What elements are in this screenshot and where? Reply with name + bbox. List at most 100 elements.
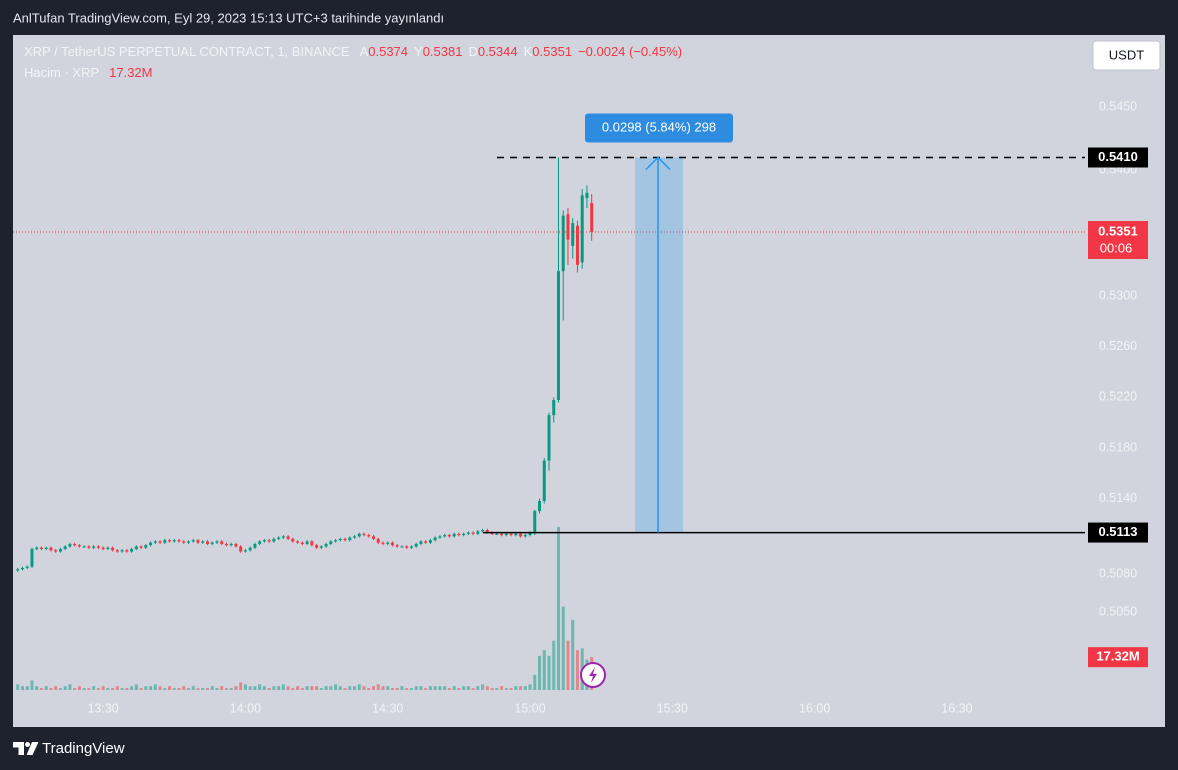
volume-bar: [144, 686, 148, 690]
candle-body: [395, 545, 399, 547]
entry-axis-label: 0.5113: [1098, 524, 1137, 539]
ohlc-letter: K: [524, 44, 533, 59]
candle-body: [172, 540, 176, 542]
volume-bar: [191, 686, 195, 690]
candle-body: [277, 537, 281, 539]
volume-axis-box: [1088, 647, 1148, 668]
volume-bar: [447, 688, 451, 690]
legend-row: Hacim · XRP 17.32M: [24, 65, 153, 80]
volume-axis-label: 17.32M: [1096, 649, 1139, 664]
volume-bar: [414, 686, 418, 690]
volume-bar: [210, 686, 214, 690]
candle-body: [224, 543, 228, 546]
volume-bar: [533, 674, 537, 690]
volume-bar: [471, 688, 475, 690]
candle-body: [476, 531, 480, 534]
volume-bar: [262, 686, 266, 690]
candle-body: [538, 500, 542, 512]
candle-body: [187, 541, 191, 543]
candle-body: [182, 541, 186, 543]
candle-body: [571, 223, 575, 246]
volume-bar: [30, 680, 34, 690]
volume-bar: [125, 688, 129, 690]
x-tick-label: 16:30: [941, 701, 972, 715]
candle-body: [447, 535, 451, 537]
candle-body: [424, 541, 428, 543]
ohlc-value: 0.5344: [478, 44, 518, 59]
candle-body: [229, 543, 233, 546]
volume-bar: [371, 686, 375, 690]
candle-body: [452, 533, 456, 537]
candle-body: [390, 542, 394, 546]
volume-bar: [49, 688, 53, 690]
volume-bar: [248, 686, 252, 690]
volume-bar: [220, 686, 224, 690]
current-price-box: [1088, 221, 1148, 260]
volume-bar: [68, 684, 72, 690]
volume-bar: [134, 684, 138, 690]
volume-bar: [196, 688, 200, 690]
candle-body: [381, 542, 385, 544]
candle-body: [376, 538, 380, 543]
candle-body: [243, 550, 247, 552]
candle-body: [115, 550, 119, 552]
candle-body: [334, 540, 338, 542]
candle-body: [68, 543, 72, 547]
candle-body: [409, 546, 413, 548]
y-tick-label: 0.5140: [1099, 491, 1137, 505]
candle-body: [130, 548, 134, 552]
candle-body: [253, 543, 257, 548]
volume-bar: [229, 688, 233, 690]
volume-bar: [187, 688, 191, 690]
volume-bar: [130, 686, 134, 690]
volume-bar: [395, 688, 399, 690]
candle-body: [433, 537, 437, 541]
volume-name: Hacim · XRP: [24, 65, 99, 80]
volume-bar: [566, 640, 570, 690]
volume-bar: [224, 688, 228, 690]
candle-body: [234, 543, 238, 547]
candle-body: [196, 540, 200, 543]
usdt-button[interactable]: USDT: [1092, 40, 1161, 71]
volume-bar: [172, 688, 176, 690]
candle-body: [153, 541, 157, 543]
volume-bar: [120, 688, 124, 690]
candle-body: [400, 546, 404, 548]
x-tick-label: 14:00: [230, 701, 261, 715]
volume-bar: [561, 606, 565, 690]
currency-box[interactable]: [1092, 40, 1161, 71]
candle-body: [523, 535, 527, 537]
volume-bar: [348, 686, 352, 690]
volume-bar: [115, 686, 119, 690]
candle-body: [168, 540, 172, 542]
candle-body: [262, 540, 266, 542]
candle-body: [134, 546, 138, 549]
currency-label[interactable]: USDT: [1109, 47, 1144, 62]
candle-body: [258, 541, 262, 544]
ohlc-letter: A: [360, 44, 369, 59]
candle-body: [158, 541, 162, 543]
volume-bar: [253, 686, 257, 690]
candle-body: [371, 536, 375, 539]
volume-bar: [243, 684, 247, 690]
volume-bar: [343, 688, 347, 690]
candle-body: [111, 547, 115, 551]
legend-row: XRP / TetherUS PERPETUAL CONTRACT, 1, BI…: [24, 44, 682, 59]
candle-body: [305, 541, 309, 544]
ohlc-letter: D: [468, 44, 477, 59]
volume-bar: [39, 688, 43, 690]
ohlc-value: 0.5374: [368, 44, 408, 59]
candle-body: [585, 192, 589, 198]
candle-body: [92, 546, 96, 548]
candle-body: [405, 546, 409, 548]
candle-body: [362, 533, 366, 536]
volume-bar: [54, 686, 58, 690]
volume-bar: [575, 650, 579, 690]
candle-body: [457, 533, 461, 536]
countdown-label: 00:06: [1100, 240, 1133, 255]
volume-bar: [300, 688, 304, 690]
volume-bar: [73, 688, 77, 690]
volume-bar: [462, 686, 466, 690]
y-tick-label: 0.5300: [1099, 289, 1137, 303]
candle-body: [163, 540, 167, 543]
